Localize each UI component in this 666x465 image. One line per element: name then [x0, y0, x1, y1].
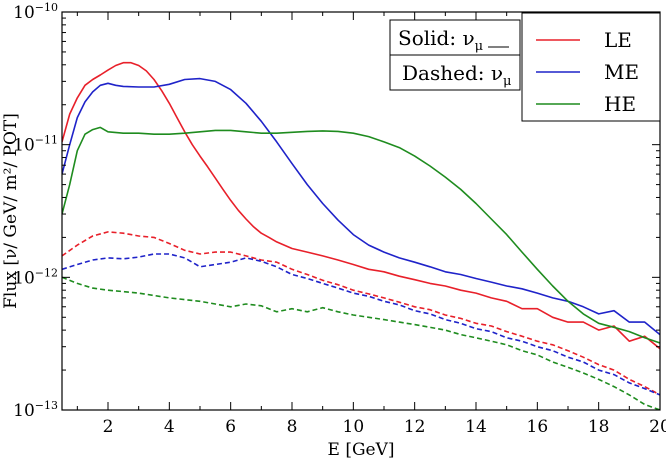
series-legend-box — [522, 13, 660, 121]
dashed-legend-label: Dashed: νμ — [402, 61, 511, 89]
x-tick-label: 20 — [649, 417, 666, 437]
legend-label-le: LE — [604, 28, 632, 52]
solid-legend-label: Solid: νμ — [398, 26, 483, 54]
legend-label-he: HE — [604, 92, 636, 116]
x-tick-label: 10 — [343, 417, 365, 437]
x-axis-label: E [GeV] — [328, 440, 395, 460]
x-tick-label: 2 — [103, 417, 114, 437]
x-tick-label: 4 — [164, 417, 175, 437]
x-tick-label: 18 — [588, 417, 610, 437]
series-line-he — [62, 127, 660, 343]
y-tick-label: 10−13 — [13, 399, 58, 421]
x-tick-label: 16 — [527, 417, 549, 437]
x-tick-label: 6 — [225, 417, 236, 437]
legend-layer: LE ME HE Solid: νμ Dashed: νμ — [390, 13, 660, 121]
x-tick-label: 8 — [287, 417, 298, 437]
legend-label-me: ME — [604, 60, 639, 84]
x-tick-label: 14 — [465, 417, 487, 437]
y-axis-label: Flux [ν/ GeV/ m²/ POT] — [1, 113, 21, 309]
x-tick-label: 12 — [404, 417, 426, 437]
series-line-dashed-5 — [62, 277, 660, 410]
series-line-dashed-4 — [62, 254, 660, 395]
series-line-dashed-3 — [62, 232, 660, 395]
y-tick-label: 10−10 — [13, 1, 58, 23]
